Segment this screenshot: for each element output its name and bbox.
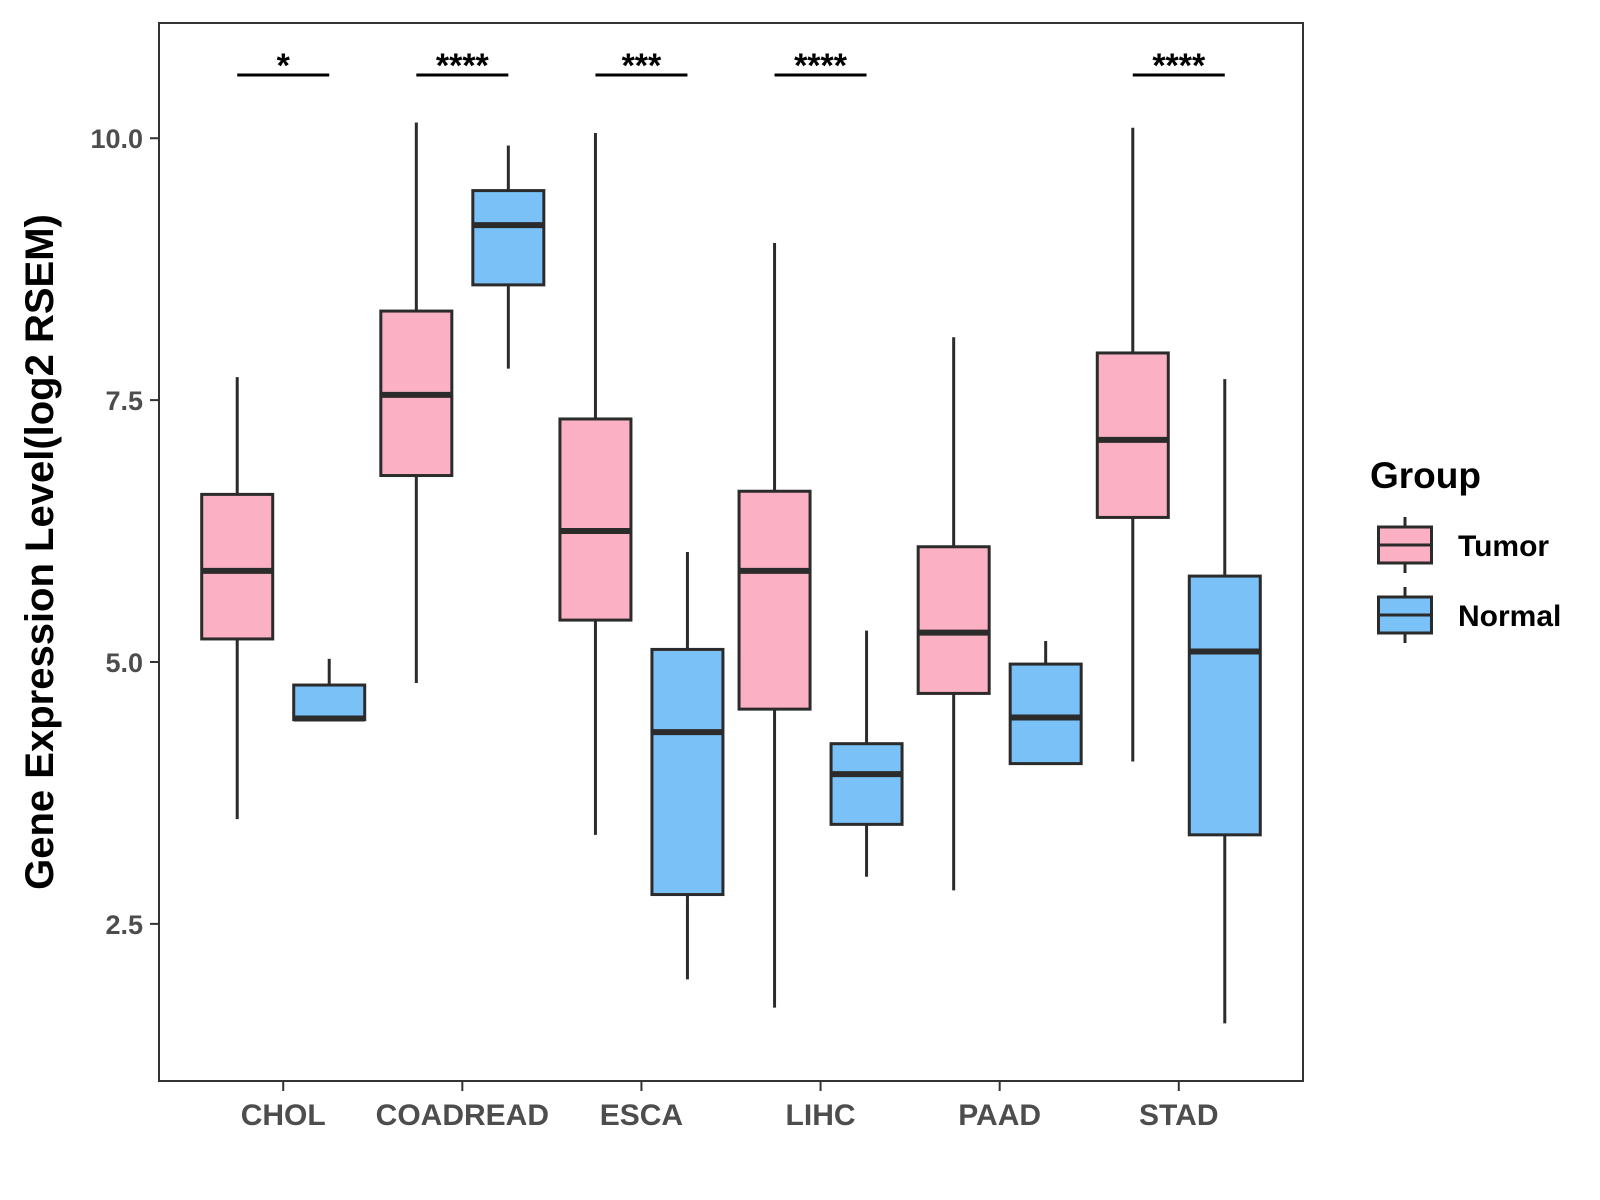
box-normal-chol (292, 658, 367, 722)
box-normal-paad (1008, 641, 1083, 766)
significance-label: **** (1152, 47, 1206, 85)
x-tick-label: LIHC (786, 1099, 856, 1132)
significance-label: *** (622, 47, 662, 85)
box-body (1095, 351, 1170, 519)
legend-title: Group (1370, 455, 1481, 496)
y-axis: 2.5 5.0 7.5 10.0 (90, 124, 159, 940)
box-tumor-chol (200, 377, 275, 820)
y-tick-label: 10.0 (90, 124, 143, 154)
significance-esca: *** (595, 47, 688, 85)
significance-coadread: **** (416, 47, 509, 85)
box-body (558, 417, 633, 622)
box-normal-lihc (829, 630, 904, 877)
plot-layer: * **** *** **** **** (200, 47, 1262, 1024)
box-body (471, 189, 546, 287)
plot-panel-border (158, 22, 1304, 1082)
y-tick-label: 2.5 (105, 910, 143, 940)
legend-item-normal: Normal (1377, 587, 1561, 643)
box-tumor-lihc (737, 242, 812, 1008)
box-body (650, 647, 725, 897)
x-axis: CHOL COADREAD ESCA LIHC PAAD STAD (241, 1081, 1219, 1132)
y-tick-label: 5.0 (105, 648, 143, 678)
x-tick-label: CHOL (241, 1099, 326, 1132)
y-axis-title: Gene Expression Level(log2 RSEM) (18, 214, 62, 890)
significance-label: **** (436, 47, 490, 85)
significance-label: * (277, 47, 291, 85)
legend-label: Normal (1458, 600, 1561, 633)
legend: Group Tumor Normal (1370, 455, 1561, 643)
box-body (1187, 574, 1262, 837)
significance-stad: **** (1132, 47, 1225, 85)
y-tick-label: 7.5 (105, 386, 143, 416)
significance-lihc: **** (774, 47, 867, 85)
box-body (292, 683, 367, 722)
box-body (916, 545, 991, 695)
box-tumor-coadread (379, 122, 454, 683)
box-normal-stad (1187, 379, 1262, 1024)
significance-label: **** (794, 47, 848, 85)
box-normal-coadread (471, 145, 546, 369)
x-tick-label: COADREAD (376, 1099, 549, 1132)
box-tumor-stad (1095, 127, 1170, 762)
box-normal-esca (650, 552, 725, 980)
x-tick-label: ESCA (600, 1099, 683, 1132)
box-tumor-esca (558, 132, 633, 835)
box-body (1008, 662, 1083, 766)
box-body (737, 489, 812, 711)
box-body (200, 492, 275, 641)
legend-label: Tumor (1458, 530, 1549, 563)
x-tick-label: STAD (1139, 1099, 1218, 1132)
x-tick-label: PAAD (958, 1099, 1041, 1132)
box-body (829, 742, 904, 826)
box-tumor-paad (916, 337, 991, 891)
legend-item-tumor: Tumor (1377, 517, 1549, 573)
significance-chol: * (237, 47, 330, 85)
